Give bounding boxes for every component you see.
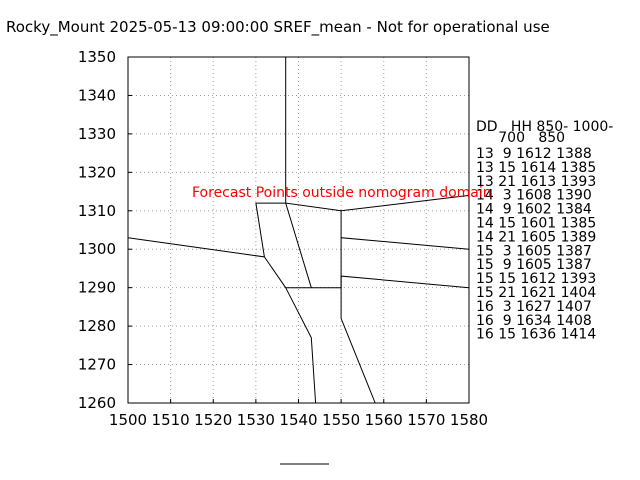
- table-header-line-1: DD HH 850- 1000-: [476, 119, 613, 135]
- y-tick-label: 1330: [78, 125, 116, 143]
- table-row: 14 15 1601 1385: [476, 216, 596, 232]
- table-row: 15 21 1621 1404: [476, 285, 596, 301]
- table-row: 14 9 1602 1384: [476, 202, 592, 218]
- x-tick-label: 1550: [322, 411, 360, 429]
- plot-frame: [127, 56, 470, 404]
- grid-layer: [127, 56, 470, 404]
- y-tick-label: 1310: [78, 202, 116, 220]
- y-tick-label: 1290: [78, 279, 116, 297]
- x-tick-label: 1530: [237, 411, 275, 429]
- nomogram-line: [285, 287, 317, 404]
- x-tick-label: 1560: [365, 411, 403, 429]
- table-row: 13 21 1613 1393: [476, 174, 596, 190]
- y-tick-label: 1260: [78, 394, 116, 412]
- table-row: 16 3 1627 1407: [476, 299, 592, 315]
- y-tick-label: 1320: [78, 163, 116, 181]
- nomogram-line: [340, 275, 470, 289]
- x-tick-label: 1500: [109, 411, 147, 429]
- out-of-domain-annotation: Forecast Points outside nomogram domain: [192, 185, 492, 201]
- forecast-table: DD HH 850- 1000- 700 850 13 9 1612 13881…: [476, 119, 613, 343]
- table-row: 16 9 1634 1408: [476, 313, 592, 329]
- x-tick-label: 1570: [407, 411, 445, 429]
- x-tick-label: 1510: [152, 411, 190, 429]
- table-row: 15 9 1605 1387: [476, 257, 592, 273]
- x-axis-ticks: 1500 1510 1520 1530 1540 1550 1560 1570 1580: [109, 411, 488, 429]
- table-row: 16 15 1636 1414: [476, 327, 596, 343]
- nomogram-lines: [127, 57, 470, 404]
- y-tick-label: 1350: [78, 48, 116, 66]
- chart-title: Rocky_Mount 2025-05-13 09:00:00 SREF_mea…: [6, 18, 550, 37]
- y-tick-label: 1300: [78, 240, 116, 258]
- table-row: 14 21 1605 1389: [476, 229, 596, 245]
- y-tick-label: 1270: [78, 356, 116, 374]
- table-row: 13 9 1612 1388: [476, 146, 592, 162]
- y-axis-ticks: 1260 1270 1280 1290 1300 1310 1320 1330 1340 1350: [78, 48, 116, 412]
- table-row: 13 15 1614 1385: [476, 160, 596, 176]
- x-tick-label: 1520: [194, 411, 232, 429]
- y-tick-label: 1280: [78, 317, 116, 335]
- nomogram-line: [263, 237, 470, 289]
- table-header-line-2: 700 850: [476, 130, 565, 146]
- table-row: 15 15 1612 1393: [476, 271, 596, 287]
- nomogram-line: [285, 202, 312, 288]
- x-tick-label: 1580: [450, 411, 488, 429]
- nomogram-line: [340, 287, 376, 404]
- nomogram-line: [127, 202, 286, 258]
- nomogram-line: [285, 57, 470, 212]
- table-row: 14 3 1608 1390: [476, 188, 592, 204]
- x-tick-label: 1540: [279, 411, 317, 429]
- y-tick-label: 1340: [78, 86, 116, 104]
- table-row: 15 3 1605 1387: [476, 243, 592, 259]
